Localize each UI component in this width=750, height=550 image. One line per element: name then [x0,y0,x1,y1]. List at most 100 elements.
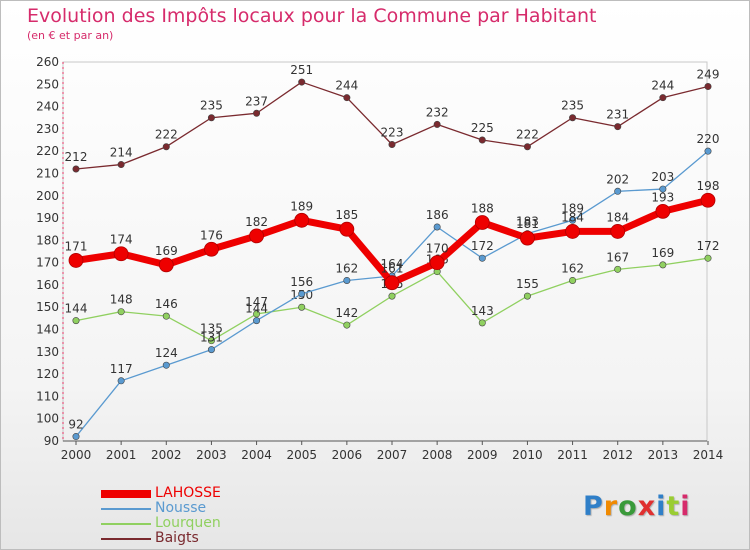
data-label-lourquen: 135 [200,322,223,336]
data-label-baigts: 249 [697,68,720,82]
x-tick-label: 2006 [332,448,363,462]
data-point-nousse [478,254,486,262]
data-point-nousse [343,276,351,284]
y-tick-label: 90 [44,434,59,448]
data-point-lahosse [429,255,445,271]
data-label-baigts: 231 [606,108,629,122]
data-label-nousse: 124 [155,346,178,360]
y-tick-label: 200 [36,189,59,203]
data-point-nousse [704,147,712,155]
logo-letter: r [603,491,619,522]
data-label-nousse: 131 [200,331,223,345]
data-point-baigts [343,94,351,102]
data-point-baigts [388,140,396,148]
data-label-nousse: 186 [426,208,449,222]
data-point-nousse [162,361,170,369]
x-tick-label: 2011 [557,448,588,462]
y-tick-label: 260 [36,55,59,69]
data-label-nousse: 164 [381,257,404,271]
data-point-baigts [433,120,441,128]
data-label-nousse: 117 [110,362,133,376]
logo-letter: P [583,491,604,522]
data-label-lourquen: 147 [245,295,268,309]
data-point-lahosse [294,212,310,228]
data-label-lourquen: 146 [155,297,178,311]
data-point-lahosse [610,224,626,239]
data-label-lahosse: 184 [606,210,629,224]
legend-label-nousse: Nousse [155,500,207,516]
legend-item-lourquen: Lourquen [101,516,301,531]
data-point-lourquen [72,317,80,325]
data-label-lahosse: 181 [516,217,539,231]
legend-label-lourquen: Lourquen [155,515,221,531]
data-point-lahosse [68,253,84,268]
logo-letter: x [637,491,657,522]
data-label-lourquen: 144 [65,302,88,316]
data-point-lahosse [520,230,535,246]
data-point-nousse [72,433,80,441]
data-label-lourquen: 148 [110,293,133,307]
data-label-baigts: 222 [516,128,539,142]
data-label-lourquen: 167 [606,250,629,264]
data-point-baigts [117,161,125,169]
chart-subtitle: (en € et par an) [27,29,114,42]
y-tick-label: 150 [36,300,59,314]
x-tick-label: 2009 [467,448,498,462]
data-point-lourquen [704,254,712,262]
x-tick-label: 2005 [286,448,317,462]
legend-item-baigts: Baigts [101,531,301,546]
data-label-nousse: 156 [290,275,313,289]
data-point-baigts [569,114,577,122]
data-point-lahosse [113,246,129,262]
data-point-lahosse [339,221,355,237]
data-label-lourquen: 142 [335,306,358,320]
data-label-lahosse: 198 [697,179,720,193]
legend-item-nousse: Nousse [101,501,301,516]
x-tick-label: 2008 [422,448,453,462]
data-point-baigts [72,165,80,173]
x-tick-label: 2012 [602,448,633,462]
chart-title: Evolution des Impôts locaux pour la Comm… [27,5,597,27]
data-label-lahosse: 185 [335,208,358,222]
data-point-lahosse [474,215,490,230]
data-point-nousse [433,223,441,231]
x-tick-label: 2004 [241,448,272,462]
y-tick-label: 160 [36,278,59,292]
logo-letter: i [680,491,691,522]
data-point-nousse [614,187,622,195]
data-point-lourquen [162,312,170,320]
data-label-nousse: 92 [68,418,83,432]
data-point-lahosse [655,203,671,219]
legend-label-lahosse: LAHOSSE [155,485,221,501]
data-point-lahosse [204,241,219,257]
data-label-nousse: 189 [561,201,584,215]
y-tick-label: 130 [36,345,59,359]
logo-letter: t [666,491,681,522]
data-point-nousse [117,377,125,385]
y-tick-label: 250 [36,77,59,91]
data-point-lourquen [343,321,351,329]
data-label-lahosse: 171 [65,239,88,253]
data-point-nousse [298,290,306,298]
x-tick-label: 2007 [377,448,408,462]
data-label-lourquen: 172 [697,239,720,253]
data-label-lahosse: 170 [426,242,449,256]
legend-swatch-baigts [101,538,151,540]
data-label-lahosse: 176 [200,228,223,242]
legend-item-lahosse: LAHOSSE [101,486,301,501]
data-point-nousse [253,317,261,325]
data-point-lourquen [659,261,667,269]
data-label-lahosse: 182 [245,215,268,229]
x-tick-label: 2014 [693,448,724,462]
data-point-lahosse [565,224,580,239]
data-label-baigts: 232 [426,105,449,119]
data-point-baigts [659,94,667,102]
data-label-baigts: 251 [290,63,313,77]
data-label-lourquen: 143 [471,304,494,318]
x-tick-label: 2010 [512,448,543,462]
data-point-lourquen [523,292,531,300]
data-point-baigts [478,136,486,144]
data-label-baigts: 244 [651,79,674,93]
